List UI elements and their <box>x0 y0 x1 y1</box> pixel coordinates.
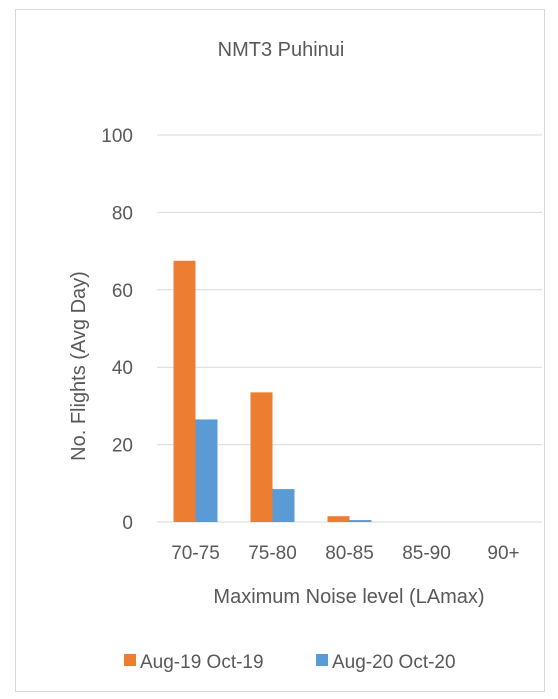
x-tick-label: 90+ <box>487 543 519 564</box>
bar-80-85-series-1 <box>327 516 350 522</box>
bar-70-75-series-2 <box>195 419 218 522</box>
gridlines <box>157 134 542 523</box>
chart-title: NMT3 Puhinui <box>218 39 345 61</box>
legend-swatch <box>124 654 136 666</box>
y-tick-label: 60 <box>112 281 133 302</box>
bar-75-80-series-2 <box>272 489 295 522</box>
x-tick-label: 75-80 <box>248 543 297 564</box>
x-axis-label: Maximum Noise level (LAmax) <box>213 586 484 608</box>
y-tick-label: 40 <box>112 358 133 379</box>
y-tick-label: 80 <box>112 203 133 224</box>
chart-frame <box>15 9 545 692</box>
x-tick-label: 80-85 <box>325 543 374 564</box>
bar-75-80-series-1 <box>250 392 273 522</box>
legend-swatch <box>316 654 328 666</box>
bar-80-85-series-2 <box>349 520 372 522</box>
y-tick-labels: 0 20 40 60 80 100 <box>101 126 133 534</box>
y-tick-label: 100 <box>101 126 133 147</box>
legend-label: Aug-20 Oct-20 <box>332 652 456 673</box>
x-tick-label: 85-90 <box>402 543 451 564</box>
legend: Aug-19 Oct-19 Aug-20 Oct-20 <box>124 652 456 673</box>
x-tick-labels: 70-75 75-80 80-85 85-90 90+ <box>171 543 519 564</box>
y-axis-label: No. Flights (Avg Day) <box>68 271 90 461</box>
legend-label: Aug-19 Oct-19 <box>140 652 264 673</box>
bars <box>173 260 372 522</box>
y-tick-label: 0 <box>122 513 133 534</box>
x-tick-label: 70-75 <box>171 543 220 564</box>
y-tick-label: 20 <box>112 436 133 457</box>
bar-70-75-series-1 <box>173 260 196 522</box>
